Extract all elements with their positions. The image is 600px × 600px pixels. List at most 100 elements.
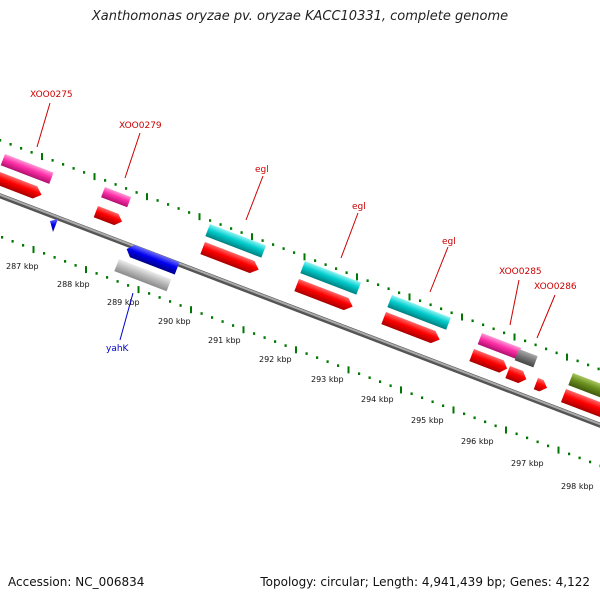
label-leaders [36, 102, 556, 341]
outer-tick [72, 167, 75, 170]
inner-tick [295, 346, 297, 354]
outer-tick [482, 323, 485, 327]
inner-tick [211, 316, 214, 319]
gene-dark-xoo0286[interactable] [514, 349, 538, 368]
gene-olive[interactable] [568, 373, 600, 402]
outer-tick [387, 287, 390, 291]
outer-tick [261, 239, 264, 242]
outer-tick [0, 139, 2, 142]
gene-pink-xoo0275[interactable] [0, 154, 54, 184]
scale-label: 288 kbp [57, 280, 90, 289]
inner-tick [116, 280, 119, 283]
inner-tick [379, 380, 382, 383]
inner-tick [32, 246, 35, 254]
inner-tick [589, 460, 592, 464]
scale-labels: 287 kbp 288 kbp 289 kbp 290 kbp 291 kbp 292 k… [6, 262, 594, 491]
outer-tick [492, 327, 495, 331]
outer-tick [167, 203, 170, 206]
outer-tick [209, 219, 212, 222]
outer-tick [471, 319, 474, 323]
gene-red-8[interactable] [533, 378, 550, 394]
scale-label: 297 kbp [511, 459, 544, 468]
inner-tick [568, 452, 571, 456]
inner-tick [169, 300, 172, 303]
inner-tick [473, 416, 476, 420]
scale-label: 298 kbp [561, 482, 594, 491]
inner-tick [253, 332, 256, 335]
inner-tick [368, 376, 371, 379]
gene-red-1[interactable] [0, 172, 44, 201]
inner-tick [337, 364, 340, 367]
gene-red-4[interactable] [294, 279, 355, 313]
gene-pink-xoo0285[interactable] [477, 333, 522, 360]
outer-tick [408, 293, 411, 301]
inner-tick [284, 344, 287, 347]
gene-red-5[interactable] [381, 312, 442, 346]
gene-blue-yahk[interactable] [124, 243, 180, 275]
scale-label: 295 kbp [411, 416, 444, 425]
outer-tick [251, 233, 253, 241]
label-yahk: yahK [106, 344, 130, 354]
inner-tick [1, 236, 4, 239]
inner-tick [11, 240, 14, 243]
label-egl-1: egl [255, 165, 269, 175]
outer-tick [314, 259, 317, 262]
label-xoo0286: XOO0286 [534, 282, 577, 292]
outer-tick [440, 307, 443, 311]
scale-label: 290 kbp [158, 317, 191, 326]
inner-tick [274, 340, 277, 343]
inner-tick [53, 256, 56, 259]
gene-cyan-egl-1[interactable] [205, 224, 267, 258]
inner-tick [326, 360, 329, 363]
inner-tick [578, 456, 581, 460]
inner-tick [263, 336, 266, 339]
outer-tick [429, 303, 432, 307]
outer-tick [513, 333, 516, 341]
outer-tick [597, 367, 600, 371]
gene-red-7[interactable] [505, 366, 528, 385]
gene-cyan-egl-2[interactable] [300, 261, 362, 295]
inner-tick [74, 264, 77, 267]
outer-tick [566, 353, 568, 361]
gene-pink-xoo0279[interactable] [101, 187, 132, 208]
inner-tick [64, 260, 67, 263]
outer-tick [62, 163, 65, 166]
outer-tick [188, 211, 191, 214]
outer-tick [114, 183, 117, 186]
outer-tick [219, 223, 222, 226]
outer-tick [545, 347, 548, 351]
inner-tick [221, 320, 224, 323]
inner-tick [190, 306, 192, 314]
inner-tick [148, 292, 151, 295]
inner-tick [526, 436, 529, 440]
outer-tick [177, 207, 180, 210]
inner-tick [400, 386, 402, 394]
outer-tick [366, 279, 369, 282]
gene-gray[interactable] [114, 259, 172, 292]
label-egl-3: egl [442, 237, 456, 247]
inner-tick [515, 432, 518, 436]
gene-cyan-egl-3[interactable] [387, 295, 451, 330]
gene-blue-small[interactable] [50, 219, 58, 232]
inner-tick [232, 324, 235, 327]
inner-tick [442, 404, 445, 408]
outer-tick [524, 339, 527, 343]
gene-red-3[interactable] [200, 242, 261, 276]
outer-tick [555, 351, 558, 355]
gene-red-6[interactable] [469, 349, 509, 375]
inner-tick [106, 276, 109, 279]
inner-tick [179, 304, 182, 307]
gene-features[interactable] [0, 154, 600, 420]
outer-tick [587, 363, 590, 367]
scale-label: 292 kbp [259, 355, 292, 364]
accession-text: Accession: NC_006834 [8, 575, 145, 589]
outer-tick-ring [0, 139, 600, 371]
outer-tick [272, 243, 275, 246]
gene-red-2[interactable] [93, 206, 124, 227]
label-egl-2: egl [352, 202, 366, 212]
outer-tick [41, 153, 43, 161]
gene-labels: XOO0275 XOO0279 egl egl egl XOO0285 XOO0… [30, 90, 577, 354]
outer-tick [419, 299, 422, 303]
outer-tick [450, 311, 453, 315]
